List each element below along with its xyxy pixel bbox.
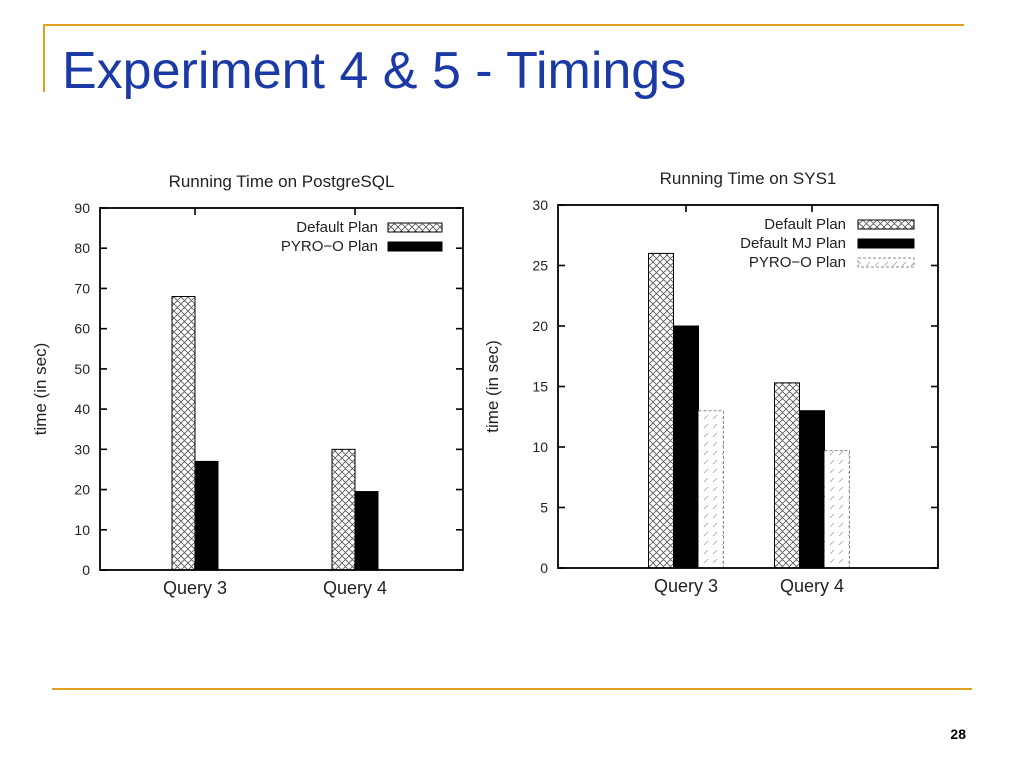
legend-label-pyro-o-plan: PYRO−O Plan <box>281 238 378 255</box>
y-tick-label: 70 <box>74 280 90 296</box>
legend-label-pyro-o-plan: PYRO−O Plan <box>749 254 846 271</box>
bar-default-mj-plan-query-4 <box>799 410 825 569</box>
page-number: 28 <box>950 726 966 742</box>
x-tick-label: Query 3 <box>163 578 227 598</box>
legend: Default Plan PYRO−O Plan <box>281 219 443 255</box>
bar-default-mj-plan-query-3 <box>673 325 699 569</box>
legend-label-default-plan: Default Plan <box>296 219 378 236</box>
y-tick-label: 40 <box>74 401 90 417</box>
y-tick-label: 5 <box>540 500 548 516</box>
y-tick-label: 20 <box>74 482 90 498</box>
y-axis-label: time (in sec) <box>31 343 50 436</box>
x-tick-label: Query 4 <box>323 578 387 598</box>
y-tick-label: 30 <box>532 197 548 213</box>
title-top-rule <box>44 24 964 26</box>
bar-pyro-o-plan-query-4 <box>824 450 850 569</box>
legend-swatch-pyro-o-plan <box>857 257 915 268</box>
bar-default-plan-query-4 <box>331 448 356 571</box>
bar-default-plan-query-4 <box>774 382 800 569</box>
legend-swatch-default-mj-plan <box>857 238 915 249</box>
y-tick-label: 15 <box>532 379 548 395</box>
slide-title: Experiment 4 & 5 - Timings <box>62 42 687 100</box>
y-tick-label: 10 <box>532 439 548 455</box>
bar-default-plan-query-3 <box>171 295 196 571</box>
y-tick-label: 80 <box>74 240 90 256</box>
bar-pyro-o-plan-query-4 <box>354 491 379 571</box>
legend: Default Plan Default MJ Plan PYRO−O Plan <box>740 216 915 271</box>
y-tick-label: 50 <box>74 361 90 377</box>
x-tick-label: Query 4 <box>780 576 844 596</box>
y-tick-label: 10 <box>74 522 90 538</box>
chart-title: Running Time on SYS1 <box>660 169 837 188</box>
y-tick-label: 60 <box>74 321 90 337</box>
y-axis-label: time (in sec) <box>483 340 502 433</box>
legend-swatch-default-plan <box>387 222 443 233</box>
legend-label-default-mj-plan: Default MJ Plan <box>740 235 846 252</box>
plot-frame <box>99 207 464 571</box>
y-tick-label: 0 <box>540 560 548 576</box>
bar-pyro-o-plan-query-3 <box>698 410 724 569</box>
chart-postgresql: Running Time on PostgreSQL time (in sec) 0… <box>31 172 464 598</box>
footer-rule <box>52 688 972 690</box>
bar-default-plan-query-3 <box>648 252 674 569</box>
chart-title: Running Time on PostgreSQL <box>169 172 395 191</box>
bar-pyro-o-plan-query-3 <box>194 460 219 571</box>
legend-swatch-default-plan <box>857 219 915 230</box>
legend-swatch-pyro-o-plan <box>387 241 443 252</box>
plot-frame <box>557 204 939 569</box>
chart-sys1: Running Time on SYS1 time (in sec) 0 5 10 15 2… <box>483 169 939 596</box>
y-tick-label: 0 <box>82 562 90 578</box>
y-tick-label: 20 <box>532 318 548 334</box>
y-tick-label: 25 <box>532 258 548 274</box>
title-left-rule <box>43 24 45 92</box>
x-tick-label: Query 3 <box>654 576 718 596</box>
y-tick-label: 90 <box>74 200 90 216</box>
legend-label-default-plan: Default Plan <box>764 216 846 233</box>
y-tick-label: 30 <box>74 441 90 457</box>
